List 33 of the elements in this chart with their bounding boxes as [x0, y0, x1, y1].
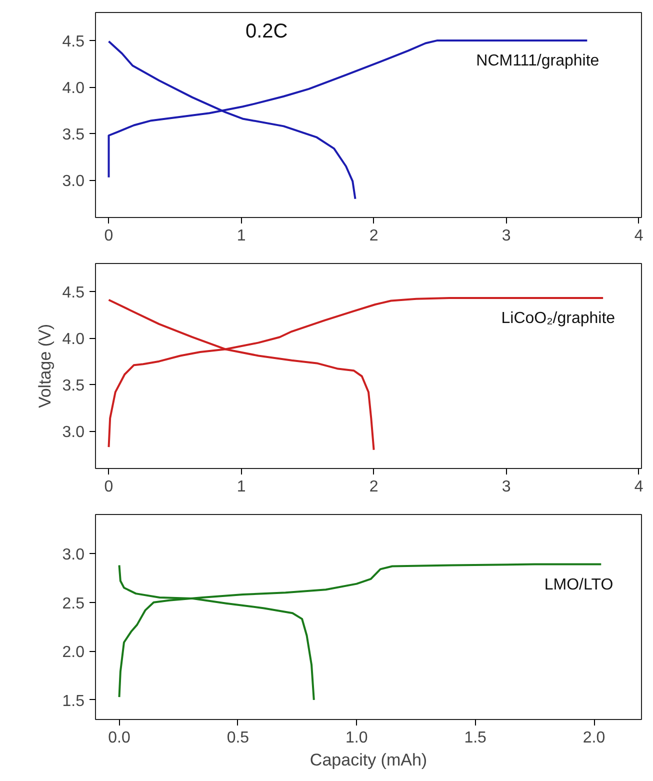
- y-tick-label: 3.0: [62, 424, 85, 442]
- x-tick-label: 1.5: [464, 730, 487, 746]
- y-tick-label: 4.0: [62, 80, 85, 98]
- y-tick-label: 4.0: [62, 331, 85, 348]
- series-label: NCM111/graphite: [476, 52, 600, 70]
- y-tick-label: 3.0: [62, 546, 85, 564]
- x-tick-label: 4: [634, 228, 644, 244]
- x-tick-label: 2: [369, 478, 378, 496]
- x-axis-title: Capacity (mAh): [310, 750, 428, 770]
- y-tick-label: 4.5: [62, 284, 85, 302]
- annotation: 0.2C: [246, 20, 288, 42]
- series-label: LMO/LTO: [544, 576, 614, 594]
- y-tick-label: 3.5: [62, 126, 85, 144]
- y-axis-title: Voltage (V): [35, 324, 54, 408]
- y-tick-label: 2.5: [62, 595, 85, 612]
- x-tick-label: 3: [502, 478, 511, 496]
- x-tick-label: 1: [236, 478, 246, 496]
- x-tick-label: 2: [369, 228, 378, 244]
- y-tick-label: 4.5: [62, 33, 85, 50]
- x-tick-label: 2.0: [582, 730, 606, 746]
- x-tick-label: 0: [104, 228, 114, 244]
- y-tick-label: 3.5: [62, 378, 85, 395]
- x-tick-label: 0.5: [226, 730, 250, 746]
- x-tick-label: 1.0: [346, 730, 368, 746]
- y-tick-label: 3.0: [62, 173, 85, 190]
- series-label: LiCoO₂/graphite: [501, 310, 616, 327]
- x-tick-label: 0.0: [108, 730, 130, 746]
- x-tick-label: 1: [236, 228, 246, 244]
- x-tick-label: 4: [634, 478, 644, 496]
- x-tick-label: 3: [502, 228, 511, 244]
- y-tick-label: 1.5: [62, 692, 85, 710]
- x-tick-label: 0: [104, 478, 114, 496]
- y-tick-label: 2.0: [62, 644, 85, 662]
